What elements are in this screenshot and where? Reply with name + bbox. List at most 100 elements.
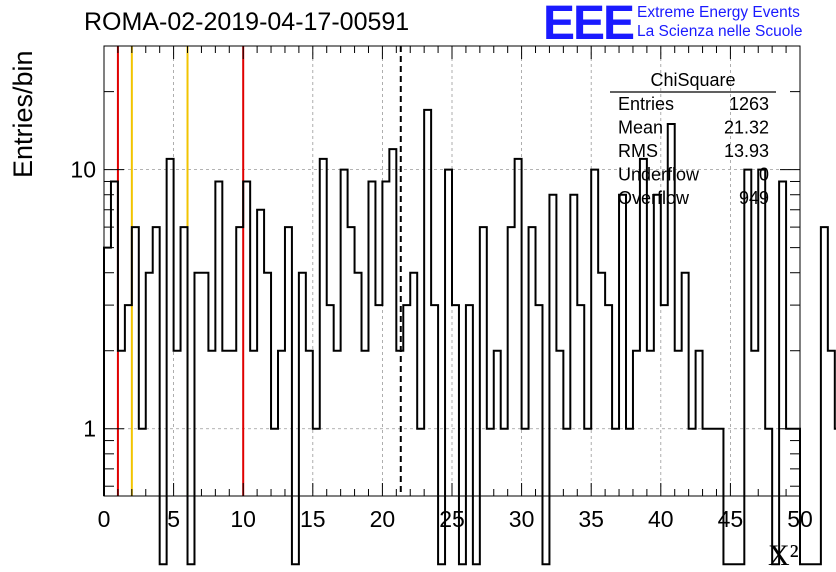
- histogram-bin: [271, 429, 278, 496]
- y-tick-label: 1: [83, 416, 96, 442]
- histogram-bin: [306, 351, 313, 496]
- stats-row-value: 21.32: [724, 118, 769, 138]
- histogram-outline: [103, 108, 836, 566]
- histogram-bin: [765, 429, 772, 496]
- histogram-bin: [758, 170, 765, 496]
- histogram-bin: [522, 429, 529, 496]
- y-tick-label: 10: [70, 157, 96, 183]
- histogram-bin: [779, 181, 786, 496]
- stats-row-label: Entries: [618, 94, 674, 114]
- stats-row-label: Underflow: [618, 165, 700, 185]
- histogram-bin: [362, 351, 369, 496]
- histogram-bin: [570, 195, 577, 496]
- histogram-bin: [320, 159, 327, 496]
- histogram-bin: [181, 227, 188, 496]
- histogram-bin: [654, 195, 661, 496]
- histogram-bin: [598, 273, 605, 496]
- histogram-bin: [515, 159, 522, 496]
- histogram-bin: [229, 351, 236, 496]
- histogram-bin: [118, 351, 125, 496]
- histogram-bin: [508, 227, 515, 496]
- histogram-bin: [257, 210, 264, 496]
- histogram-bin: [250, 351, 257, 496]
- logo-subtitle: Extreme Energy Events La Scienza nelle S…: [637, 3, 802, 41]
- histogram-bin: [675, 351, 682, 496]
- histogram-bin: [703, 429, 710, 496]
- histogram-bin: [417, 429, 424, 496]
- histogram-bin: [584, 429, 591, 496]
- histogram-bin: [201, 273, 208, 496]
- x-tick-label: 40: [648, 506, 674, 532]
- x-tick-label: 45: [718, 506, 744, 532]
- stats-row-value: 0: [759, 165, 769, 185]
- histogram-bin: [243, 181, 250, 496]
- histogram-bin: [410, 273, 417, 496]
- histogram-bin: [619, 195, 626, 496]
- y-axis-label: Entries/bin: [8, 50, 38, 178]
- histogram-bin: [139, 429, 146, 496]
- histogram-bin: [716, 429, 723, 496]
- histogram-bin: [828, 351, 835, 496]
- histogram-bin: [612, 429, 619, 496]
- histogram-bin: [431, 305, 438, 496]
- histogram-bin: [278, 351, 285, 496]
- histogram-bin: [146, 273, 153, 496]
- histogram-bin: [299, 273, 306, 496]
- histogram-bin: [389, 149, 396, 496]
- x-tick-label: 5: [167, 506, 180, 532]
- x-tick-label: 50: [787, 506, 813, 532]
- histogram-bin: [536, 305, 543, 496]
- x-tick-label: 30: [509, 506, 535, 532]
- histogram-bin: [348, 227, 355, 496]
- histogram-bin: [445, 170, 452, 496]
- histogram-bin: [111, 181, 118, 496]
- histogram-bin: [480, 227, 487, 496]
- histogram-bin: [313, 429, 320, 496]
- stats-row-value: 1263: [729, 94, 769, 114]
- histogram-layer: [103, 108, 836, 566]
- x-tick-label: 10: [230, 506, 256, 532]
- histogram-bin: [382, 181, 389, 496]
- histogram-bin: [633, 351, 640, 496]
- histogram-bin: [167, 159, 174, 496]
- histogram-bin: [501, 429, 508, 496]
- histogram-bin: [563, 429, 570, 496]
- logo-line-1: Extreme Energy Events: [637, 4, 800, 21]
- histogram-bin: [556, 351, 563, 496]
- histogram-bin: [215, 181, 222, 496]
- histogram-bin: [236, 227, 243, 496]
- histogram-bin: [529, 227, 536, 496]
- histogram-bin: [682, 273, 689, 496]
- histogram-bin: [549, 195, 556, 496]
- x-tick-label: 20: [370, 506, 396, 532]
- x-axis-label: X²: [768, 539, 799, 572]
- histogram-bin: [577, 305, 584, 496]
- histogram-bin: [396, 351, 403, 496]
- stats-row-label: Overflow: [618, 188, 690, 208]
- histogram-bin: [375, 305, 382, 496]
- stats-row-value: 949: [739, 188, 769, 208]
- histogram-bin: [132, 227, 139, 496]
- histogram-bin: [125, 305, 132, 496]
- logo-line-2: La Scienza nelle Scuole: [637, 23, 803, 40]
- histogram-bin: [647, 351, 654, 496]
- histogram-bin: [355, 273, 362, 496]
- x-tick-label: 35: [578, 506, 604, 532]
- histogram-bin: [327, 305, 334, 496]
- histogram-bin: [403, 305, 410, 496]
- histogram-bin: [208, 351, 215, 496]
- histogram-bin: [466, 305, 473, 496]
- histogram-bin: [751, 351, 758, 496]
- histogram-bin: [452, 305, 459, 496]
- stats-box-name: ChiSquare: [650, 70, 735, 90]
- histogram-bin: [821, 227, 828, 496]
- histogram-bin: [640, 159, 647, 496]
- histogram-bin: [626, 429, 633, 496]
- stats-row-value: 13.93: [724, 141, 769, 161]
- histogram-bin: [222, 351, 229, 496]
- histogram-bin: [334, 351, 341, 496]
- histogram-bin: [194, 273, 201, 496]
- histogram-bin: [368, 181, 375, 496]
- histogram-bin: [487, 429, 494, 496]
